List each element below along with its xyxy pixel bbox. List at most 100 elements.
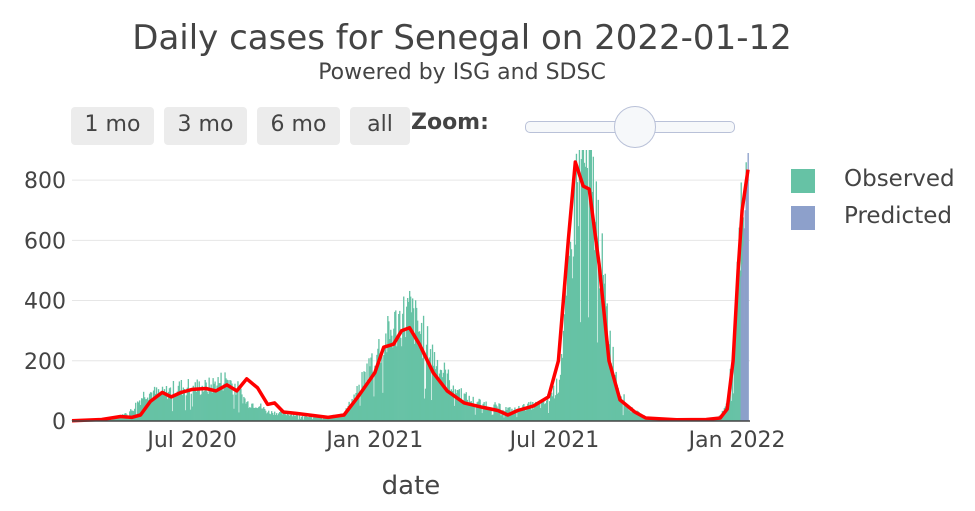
observed-bar xyxy=(425,344,428,421)
predicted-bar xyxy=(743,228,745,421)
observed-bar xyxy=(612,346,614,421)
observed-bar xyxy=(585,150,588,421)
observed-bar xyxy=(435,366,438,421)
observed-bar xyxy=(548,401,551,421)
observed-bar xyxy=(520,410,522,421)
observed-bar xyxy=(475,404,477,421)
observed-bar xyxy=(385,333,387,421)
range-1-month-button[interactable]: 1 mo xyxy=(71,107,154,145)
observed-bar xyxy=(288,415,291,421)
observed-bar xyxy=(225,378,227,421)
observed-bar xyxy=(146,397,149,421)
observed-bar xyxy=(197,389,199,421)
observed-bar xyxy=(389,339,391,421)
observed-bar xyxy=(572,256,575,421)
observed-bar xyxy=(576,182,579,421)
observed-bar xyxy=(605,306,607,421)
observed-bar xyxy=(340,413,342,421)
observed-bar xyxy=(396,346,398,421)
observed-bar xyxy=(307,417,310,421)
observed-bar xyxy=(561,357,564,421)
observed-bar xyxy=(444,369,447,421)
observed-bar xyxy=(559,374,562,421)
observed-bar xyxy=(591,191,594,421)
observed-bar xyxy=(635,413,637,421)
observed-bar xyxy=(632,410,634,421)
range-all-button[interactable]: all xyxy=(350,107,410,145)
observed-bar xyxy=(222,390,224,421)
observed-bar xyxy=(121,417,123,421)
observed-bar xyxy=(593,250,595,421)
observed-bar xyxy=(238,412,240,421)
observed-bar xyxy=(438,373,441,421)
observed-bar xyxy=(272,412,274,421)
observed-bar xyxy=(289,414,292,421)
observed-bar xyxy=(374,365,376,421)
observed-bar xyxy=(263,407,265,421)
observed-bar xyxy=(204,379,206,421)
observed-bar xyxy=(626,406,628,421)
observed-bar xyxy=(500,415,502,421)
observed-bar xyxy=(128,418,130,421)
observed-bar xyxy=(352,402,354,421)
observed-bar xyxy=(273,414,275,421)
observed-bar xyxy=(296,413,299,421)
observed-bar xyxy=(394,311,396,421)
observed-bar xyxy=(257,408,259,421)
observed-bar xyxy=(413,343,416,421)
observed-bar xyxy=(623,394,625,421)
observed-bar xyxy=(164,392,167,421)
observed-bar xyxy=(434,369,437,421)
observed-bar xyxy=(319,417,322,421)
observed-bar xyxy=(283,412,286,421)
observed-bar xyxy=(315,415,318,421)
observed-bar xyxy=(618,394,620,421)
observed-bar xyxy=(378,339,380,421)
observed-bar xyxy=(235,394,237,421)
range-3-month-button[interactable]: 3 mo xyxy=(164,107,247,145)
observed-bar xyxy=(312,417,315,421)
zoom-slider-handle[interactable] xyxy=(614,106,656,148)
observed-bar xyxy=(244,398,246,421)
observed-bar xyxy=(363,371,365,421)
observed-bar xyxy=(533,408,535,421)
observed-bar xyxy=(552,385,555,421)
y-tick-label: 200 xyxy=(24,350,66,375)
range-6-month-button[interactable]: 6 mo xyxy=(257,107,340,145)
observed-bar xyxy=(420,322,423,421)
observed-bar xyxy=(206,391,208,421)
observed-bar xyxy=(156,393,159,421)
observed-bar xyxy=(162,391,165,421)
observed-bar xyxy=(456,389,458,421)
observed-bar xyxy=(736,261,738,421)
observed-bar xyxy=(628,410,630,421)
observed-bar xyxy=(407,297,409,421)
observed-bar xyxy=(376,354,378,421)
observed-bar xyxy=(231,383,233,421)
observed-bar xyxy=(490,409,492,421)
observed-bar xyxy=(356,386,358,421)
observed-bar xyxy=(181,395,184,421)
observed-bar xyxy=(291,416,294,421)
observed-bar xyxy=(365,384,367,421)
observed-bar xyxy=(303,416,306,421)
observed-bar xyxy=(152,390,155,421)
observed-bar xyxy=(630,412,632,421)
observed-bar xyxy=(254,408,256,421)
observed-bar xyxy=(182,387,185,421)
observed-bar xyxy=(461,401,463,421)
observed-bar xyxy=(256,407,258,421)
observed-bar xyxy=(337,416,339,421)
observed-bar xyxy=(228,386,230,421)
observed-bar xyxy=(159,391,162,421)
observed-bar xyxy=(502,409,504,421)
observed-bar xyxy=(316,417,319,421)
observed-bar xyxy=(484,408,486,421)
chart-subtitle: Powered by ISG and SDSC xyxy=(318,60,606,85)
observed-bar xyxy=(209,389,211,421)
observed-bar xyxy=(199,395,201,421)
observed-bar xyxy=(170,395,173,421)
observed-bar xyxy=(428,357,431,421)
observed-bar xyxy=(311,419,314,421)
observed-bar xyxy=(624,402,626,421)
